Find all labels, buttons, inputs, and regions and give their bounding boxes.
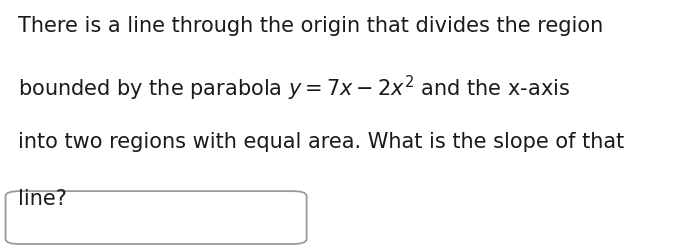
FancyBboxPatch shape — [6, 191, 307, 244]
Text: line?: line? — [18, 189, 66, 209]
Text: There is a line through the origin that divides the region: There is a line through the origin that … — [18, 16, 603, 36]
Text: into two regions with equal area. What is the slope of that: into two regions with equal area. What i… — [18, 132, 624, 152]
Text: bounded by the parabola $y = 7x - 2x^2$ and the x-axis: bounded by the parabola $y = 7x - 2x^2$ … — [18, 74, 570, 103]
